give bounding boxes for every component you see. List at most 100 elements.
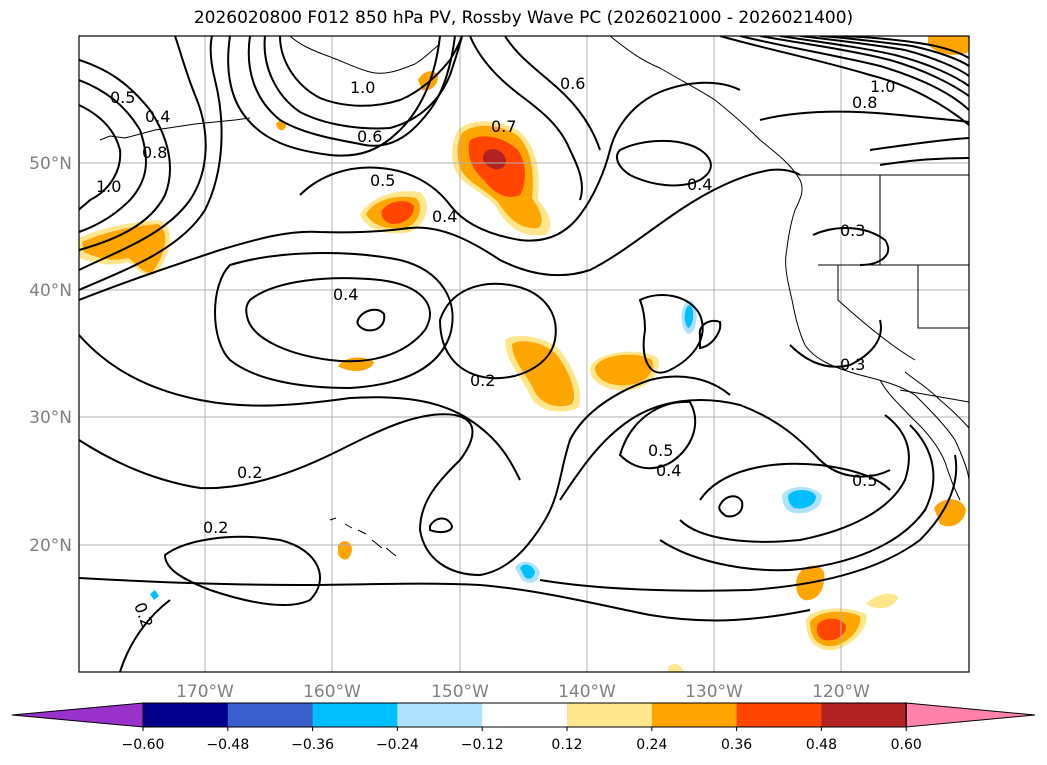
contour-label-0-3-baja: 0.3 xyxy=(840,355,865,374)
lat-label-30n: 30°N xyxy=(29,408,72,428)
colorbar-segment xyxy=(143,703,229,727)
anomaly-positive-135w-core xyxy=(595,354,653,386)
contour-27 xyxy=(679,414,910,543)
contour-label-0-4-south: 0.4 xyxy=(656,461,681,480)
contour-23 xyxy=(559,399,891,501)
contour-8 xyxy=(263,36,463,130)
colorbar-extend-high xyxy=(905,702,1036,728)
anomaly-negative-small-w xyxy=(150,590,159,600)
contour-ne-4 xyxy=(779,36,969,87)
contour-13 xyxy=(79,168,801,301)
contour-3 xyxy=(79,104,122,211)
colorbar-segment xyxy=(651,703,738,727)
contour-36 xyxy=(812,227,890,266)
contour-4 xyxy=(79,36,207,271)
anomaly-positive-se-3 xyxy=(866,593,898,609)
contour-ne-7 xyxy=(839,36,969,59)
contour-label-0-4-nw: 0.4 xyxy=(145,107,170,126)
colorbar-tick-label: 0.36 xyxy=(721,737,752,753)
border-state-3 xyxy=(917,265,969,329)
anomaly-negative-122w-core xyxy=(788,490,816,509)
contour-32 xyxy=(429,517,454,534)
contour-22 xyxy=(638,294,704,374)
lon-label-150w: 150°W xyxy=(431,682,489,702)
contour-ne-8 xyxy=(879,157,969,166)
contour-12 xyxy=(299,81,741,242)
anomaly-positive-ne-corner xyxy=(928,36,969,55)
border-state-4 xyxy=(837,265,916,361)
contour-10 xyxy=(469,36,583,201)
contour-label-0-2-central: 0.2 xyxy=(470,371,495,390)
contour-label-0-2-hawaii: 0.2 xyxy=(203,518,228,537)
contour-label-0-4-north: 0.4 xyxy=(432,207,457,226)
colorbar-tick-label: 0.60 xyxy=(891,737,922,753)
colorbar-segment xyxy=(567,703,653,727)
hawaii-islands xyxy=(329,517,397,557)
contour-26 xyxy=(718,495,744,518)
colorbar-outline xyxy=(142,702,907,728)
map-border xyxy=(78,35,970,673)
contour-ne-2 xyxy=(739,36,969,111)
contour-label-0-8-west: 0.8 xyxy=(142,143,167,162)
contour-labels: 0.5 0.4 1.0 0.8 1.0 0.6 0.5 0.4 0.7 0.6 … xyxy=(96,74,895,630)
contour-label-0-5-se: 0.5 xyxy=(852,471,877,490)
contour-label-0-6-ne: 0.6 xyxy=(560,74,585,93)
contour-9 xyxy=(279,36,463,107)
coast-north-america xyxy=(609,36,969,481)
contour-label-1-0-ne: 1.0 xyxy=(870,77,895,96)
colorbar-tick-label: −0.24 xyxy=(376,737,419,753)
contour-11 xyxy=(504,36,601,151)
colorbar-tick-label: −0.60 xyxy=(122,737,165,753)
contour-5 xyxy=(79,36,223,291)
anomaly-positive-mexico xyxy=(934,499,966,527)
contour-label-1-0-west: 1.0 xyxy=(96,177,121,196)
lat-label-50n: 50°N xyxy=(29,154,72,174)
contour-ne-5 xyxy=(799,36,969,77)
colorbar-extend-low xyxy=(11,702,144,728)
pv-contours xyxy=(79,36,969,672)
anomaly-positive-hawaii xyxy=(338,541,352,560)
contour-2 xyxy=(79,79,147,233)
contour-ne-1 xyxy=(719,36,969,126)
anomaly-positive-145w-core xyxy=(512,341,575,407)
colorbar-segment xyxy=(312,703,398,727)
contour-25 xyxy=(699,462,891,501)
contour-label-0-7-north: 0.7 xyxy=(491,117,516,136)
aleutians xyxy=(99,117,251,141)
contour-label-0-2-sw: 0.2 xyxy=(237,463,262,482)
colorbar-segment xyxy=(736,703,822,727)
colorbar-tick-label: −0.36 xyxy=(291,737,334,753)
anomaly-negative-132w-core xyxy=(684,305,694,328)
contour-29 xyxy=(539,454,958,592)
coast-baja xyxy=(879,379,961,501)
colorbar-tick-label: 0.24 xyxy=(636,737,667,753)
colorbar-tick-label: 0.48 xyxy=(806,737,837,753)
anomaly-positive-north-peak xyxy=(483,149,506,170)
anomaly-negative-145w-core xyxy=(520,564,535,579)
contour-37 xyxy=(759,110,969,123)
contour-15 xyxy=(245,277,431,363)
colorbar-segments xyxy=(11,702,1036,728)
contour-label-0-5-north: 0.5 xyxy=(370,171,395,190)
longitude-labels: 170°W 160°W 150°W 140°W 130°W 120°W xyxy=(176,682,870,702)
colorbar-tick-label: 0.12 xyxy=(551,737,582,753)
colorbar-tick-label: −0.48 xyxy=(206,737,249,753)
lat-label-40n: 40°N xyxy=(29,281,72,301)
colorbar-segment xyxy=(227,703,314,727)
colorbar-segment xyxy=(397,703,483,727)
contour-label-0-4-coast: 0.4 xyxy=(687,175,712,194)
latitude-labels: 50°N 40°N 30°N 20°N xyxy=(29,154,72,556)
coast-alaska-islands xyxy=(289,36,441,74)
lon-label-130w: 130°W xyxy=(685,682,743,702)
contour-ne-6 xyxy=(819,36,969,67)
contour-label-0-3-land: 0.3 xyxy=(840,221,865,240)
border-us-mexico xyxy=(899,389,969,403)
lon-label-160w: 160°W xyxy=(303,682,361,702)
lat-label-20n: 20°N xyxy=(29,536,72,556)
contour-ne-3 xyxy=(759,36,969,97)
contour-20 xyxy=(79,375,731,577)
contour-label-0-5-south: 0.5 xyxy=(648,441,673,460)
colorbar: −0.60 −0.48 −0.36 −0.24 −0.12 0.12 0.24 0.36 0.4… xyxy=(11,702,1036,753)
map-title: 2026020800 F012 850 hPa PV, Rossby Wave … xyxy=(193,8,854,28)
